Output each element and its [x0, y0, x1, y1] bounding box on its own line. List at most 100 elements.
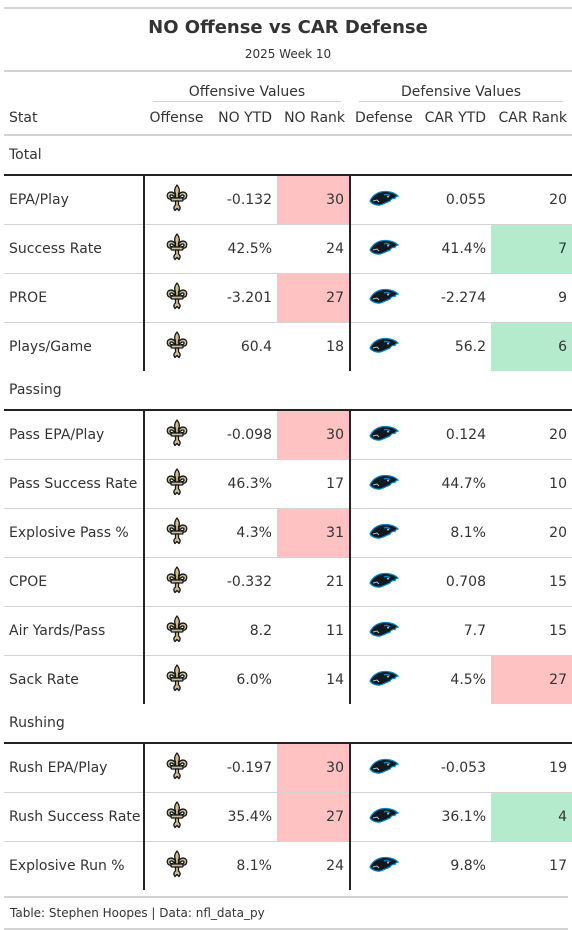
- off-ytd-value: -0.098: [209, 410, 277, 460]
- off-ytd-value: 8.1%: [236, 858, 272, 874]
- defense-logo-cell: [350, 459, 416, 509]
- defense-logo-cell: [350, 743, 416, 793]
- panthers-logo-icon: [368, 522, 399, 544]
- column-header-row: Stat Offense NO YTD NO Rank Defense CAR …: [4, 102, 572, 136]
- def-rank-value: 27: [491, 655, 572, 704]
- table-row: Air Yards/Pass 8.2 11 7.7 15: [4, 606, 572, 656]
- group-row-rushing: Rushing: [4, 704, 572, 744]
- def-ytd-value: 0.055: [416, 175, 491, 225]
- off-ytd-value: 4.3%: [209, 508, 277, 558]
- off-ytd-value: -0.132: [209, 175, 277, 225]
- offensive-values-label: Offensive Values: [153, 84, 341, 102]
- saints-logo-icon: [165, 331, 189, 363]
- off-ytd-value: 8.2: [209, 606, 277, 656]
- stat-name: PROE: [4, 273, 145, 323]
- table-row: PROE -3.201 27 -2.274 9: [4, 273, 572, 323]
- offense-logo-cell: [144, 656, 209, 705]
- stat-name: Pass EPA/Play: [4, 410, 145, 460]
- defensive-spanner: Defensive Values: [350, 72, 572, 102]
- off-ytd-value: 35.4%: [209, 792, 277, 842]
- panthers-logo-icon: [368, 669, 399, 691]
- off-rank-value: 27: [277, 273, 351, 323]
- off-rank-value: 31: [277, 508, 351, 558]
- stats-table-container: NO Offense vs CAR Defense 2025 Week 10 O…: [4, 0, 572, 930]
- saints-logo-icon: [165, 664, 189, 696]
- col-stat: Stat: [4, 102, 144, 136]
- offense-logo-cell: [144, 459, 209, 509]
- def-ytd-value: 4.5%: [450, 672, 486, 688]
- off-rank-value: 14: [277, 655, 351, 704]
- def-rank-value: 9: [491, 273, 572, 323]
- saints-logo-icon: [165, 566, 189, 598]
- off-rank-value: 18: [277, 322, 351, 371]
- defense-logo-cell: [350, 557, 416, 607]
- table-row: Sack Rate 6.0% 14 4.5% 27: [4, 655, 572, 705]
- off-rank-value: 30: [277, 743, 351, 793]
- def-rank-value: 7: [491, 224, 572, 274]
- def-rank-value: 20: [491, 508, 572, 558]
- def-rank-value: 17: [549, 858, 567, 874]
- defense-logo-cell: [350, 175, 416, 225]
- off-rank-value: 11: [277, 606, 351, 656]
- panthers-logo-icon: [368, 424, 399, 446]
- saints-logo-icon: [165, 801, 189, 833]
- table-row: Success Rate 42.5% 24 41.4% 7: [4, 224, 572, 274]
- table-row: Rush Success Rate 35.4% 27 36.1% 4: [4, 792, 572, 842]
- col-defense: Defense: [350, 102, 416, 136]
- off-ytd-value: 42.5%: [209, 224, 277, 274]
- table-row: Pass EPA/Play -0.098 30 0.124 20: [4, 410, 572, 460]
- off-ytd-value: -0.197: [209, 743, 277, 793]
- def-ytd-value: 41.4%: [416, 224, 491, 274]
- table-row: Explosive Pass % 4.3% 31 8.1% 20: [4, 508, 572, 558]
- stat-name: Explosive Run %: [4, 841, 145, 890]
- stat-name: Pass Success Rate: [4, 459, 145, 509]
- offense-logo-cell: [144, 323, 209, 372]
- group-label: Passing: [4, 371, 572, 411]
- defense-logo-cell: [350, 656, 416, 705]
- def-rank-value: 20: [491, 175, 572, 225]
- off-rank-value: 24: [277, 841, 351, 890]
- def-ytd-value: 8.1%: [416, 508, 491, 558]
- saints-logo-icon: [165, 850, 189, 882]
- table-row: CPOE -0.332 21 0.708 15: [4, 557, 572, 607]
- def-rank-value: 20: [491, 410, 572, 460]
- def-ytd-value: 7.7: [416, 606, 491, 656]
- def-ytd-value: 36.1%: [416, 792, 491, 842]
- defense-logo-cell: [350, 792, 416, 842]
- def-rank-value: 15: [491, 606, 572, 656]
- stat-name: Plays/Game: [4, 322, 145, 371]
- table-row: Plays/Game 60.4 18 56.2 6: [4, 322, 572, 372]
- stat-name: EPA/Play: [4, 175, 145, 225]
- stat-name: Sack Rate: [4, 655, 145, 704]
- def-rank-value: 19: [491, 743, 572, 793]
- def-rank-value: 10: [491, 459, 572, 509]
- stat-name: Air Yards/Pass: [4, 606, 145, 656]
- defense-logo-cell: [350, 508, 416, 558]
- stat-name: Success Rate: [4, 224, 145, 274]
- saints-logo-icon: [165, 184, 189, 216]
- col-off-ytd: NO YTD: [209, 102, 277, 136]
- defensive-values-label: Defensive Values: [359, 84, 563, 102]
- panthers-logo-icon: [368, 757, 399, 779]
- defense-logo-cell: [350, 224, 416, 274]
- off-rank-value: 27: [277, 792, 351, 842]
- def-rank-value: 15: [491, 557, 572, 607]
- offense-logo-cell: [144, 557, 209, 607]
- offense-logo-cell: [144, 508, 209, 558]
- off-ytd-value: 6.0%: [236, 672, 272, 688]
- spanner-row: Offensive Values Defensive Values: [4, 72, 572, 102]
- offense-logo-cell: [144, 842, 209, 891]
- off-ytd-value: -0.332: [209, 557, 277, 607]
- def-ytd-value: 44.7%: [416, 459, 491, 509]
- col-def-rank: CAR Rank: [491, 102, 572, 136]
- offense-logo-cell: [144, 410, 209, 460]
- panthers-logo-icon: [368, 336, 399, 358]
- panthers-logo-icon: [368, 620, 399, 642]
- off-rank-value: 24: [277, 224, 351, 274]
- off-rank-value: 30: [277, 410, 351, 460]
- defense-logo-cell: [350, 273, 416, 323]
- off-rank-value: 21: [277, 557, 351, 607]
- offense-logo-cell: [144, 175, 209, 225]
- header-rule: [4, 70, 572, 72]
- def-ytd-value: -0.053: [416, 743, 491, 793]
